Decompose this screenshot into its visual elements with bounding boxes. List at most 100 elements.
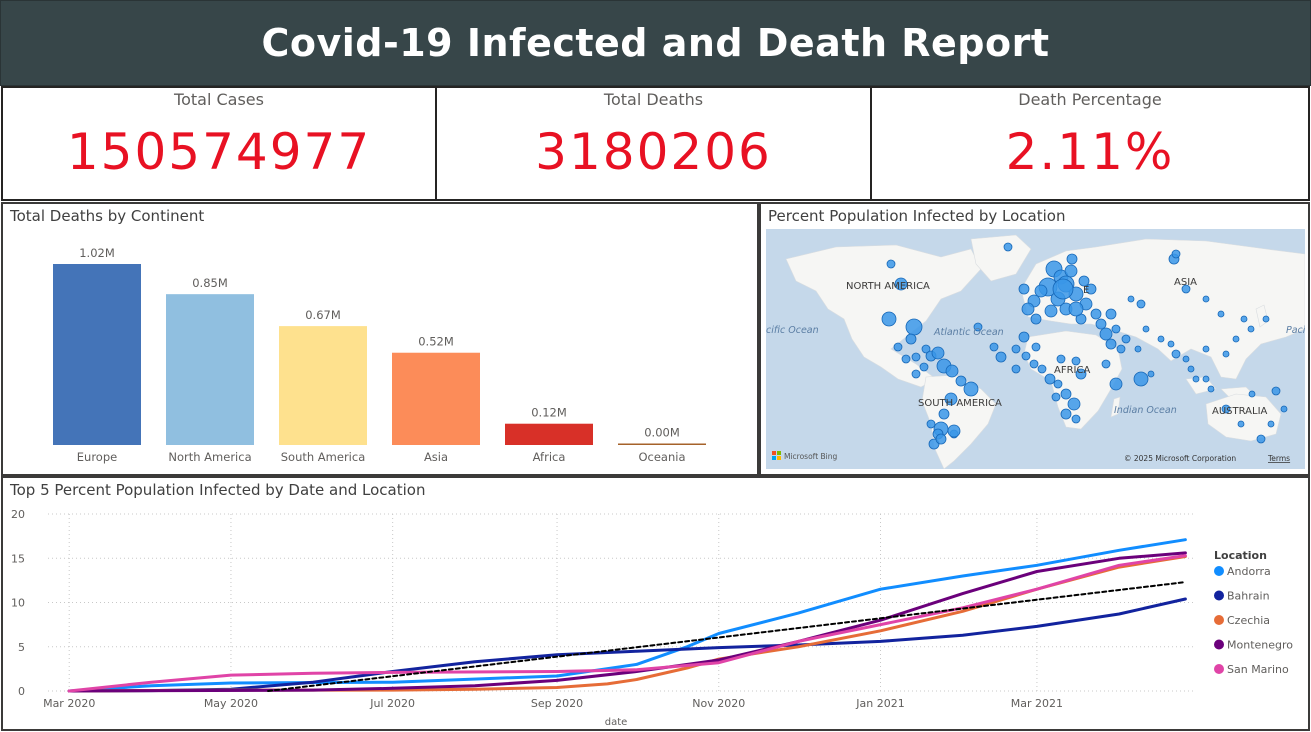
map-bubble[interactable] xyxy=(1060,408,1072,420)
bar-asia[interactable] xyxy=(392,352,480,445)
map-bubble[interactable] xyxy=(1105,338,1117,350)
map-bubble[interactable] xyxy=(905,318,923,336)
map-bubble[interactable] xyxy=(1167,340,1175,348)
map-bubble[interactable] xyxy=(905,333,917,345)
map-bubble[interactable] xyxy=(1052,278,1074,300)
map-canvas[interactable]: NORTH AMERICA SOUTH AMERICA ASIA AFRICA … xyxy=(766,229,1305,469)
map-bubble[interactable] xyxy=(989,342,999,352)
map-panel[interactable]: Percent Population Infected by Location xyxy=(759,202,1310,476)
map-bubble[interactable] xyxy=(1099,327,1113,341)
map-bubble[interactable] xyxy=(1267,420,1275,428)
map-bubble[interactable] xyxy=(1067,397,1081,411)
map-bubble[interactable] xyxy=(1262,315,1270,323)
kpi-card-total-cases[interactable]: Total Cases 150574977 xyxy=(1,86,437,201)
map-bubble[interactable] xyxy=(945,364,959,378)
map-bubble[interactable] xyxy=(1182,355,1190,363)
map-bubble[interactable] xyxy=(973,322,983,332)
bar-north-america[interactable] xyxy=(166,294,254,445)
map-bubble[interactable] xyxy=(1237,420,1245,428)
map-bubble[interactable] xyxy=(1202,295,1210,303)
map-bubble[interactable] xyxy=(1136,299,1146,309)
map-bubble[interactable] xyxy=(1248,390,1256,398)
map-bubble[interactable] xyxy=(1207,385,1215,393)
map-bubble[interactable] xyxy=(1011,344,1021,354)
map-bubble[interactable] xyxy=(1030,313,1042,325)
map-bubble[interactable] xyxy=(894,277,908,291)
map-bubble[interactable] xyxy=(1044,304,1058,318)
map-bubble[interactable] xyxy=(944,392,958,406)
map-bubble[interactable] xyxy=(1256,434,1266,444)
map-bubble[interactable] xyxy=(1066,253,1078,265)
map-bubble[interactable] xyxy=(886,259,896,269)
kpi-card-total-deaths[interactable]: Total Deaths 3180206 xyxy=(435,86,872,201)
map-bubble[interactable] xyxy=(1157,335,1165,343)
map-bubble[interactable] xyxy=(1192,375,1200,383)
map-bubbles[interactable] xyxy=(881,242,1288,450)
line-chart-panel[interactable]: Top 5 Percent Population Infected by Dat… xyxy=(1,476,1310,731)
map-bubble[interactable] xyxy=(1171,249,1181,259)
map-bubble[interactable] xyxy=(1202,375,1210,383)
legend-marker[interactable] xyxy=(1214,590,1224,601)
map-bubble[interactable] xyxy=(1078,275,1090,287)
map-bubble[interactable] xyxy=(1111,324,1121,334)
legend-marker[interactable] xyxy=(1214,664,1224,674)
map-bubble[interactable] xyxy=(926,419,936,429)
map-bubble[interactable] xyxy=(1003,242,1013,252)
map-bubble[interactable] xyxy=(1031,342,1041,352)
map-bubble[interactable] xyxy=(1187,365,1195,373)
trend-line[interactable] xyxy=(267,581,1187,692)
map-bubble[interactable] xyxy=(947,424,961,438)
map-bubble[interactable] xyxy=(911,369,921,379)
map-bubble[interactable] xyxy=(1018,331,1030,343)
map-bubble[interactable] xyxy=(1021,351,1031,361)
map-bubble[interactable] xyxy=(1056,354,1066,364)
map-bubble[interactable] xyxy=(1240,315,1248,323)
map-bubble[interactable] xyxy=(1011,364,1021,374)
map-bubble[interactable] xyxy=(1221,404,1231,414)
map-bubble[interactable] xyxy=(1181,284,1191,294)
map-bubble[interactable] xyxy=(1222,350,1230,358)
world-map[interactable]: NORTH AMERICA SOUTH AMERICA ASIA AFRICA … xyxy=(766,229,1305,469)
map-bubble[interactable] xyxy=(1142,325,1150,333)
map-bubble[interactable] xyxy=(1029,359,1039,369)
map-bubble[interactable] xyxy=(1133,371,1149,387)
map-bubble[interactable] xyxy=(881,311,897,327)
series-line-andorra[interactable] xyxy=(67,538,1187,693)
map-bubble[interactable] xyxy=(1147,370,1155,378)
map-bubble[interactable] xyxy=(1060,388,1072,400)
map-bubble[interactable] xyxy=(1068,301,1084,317)
map-bubble[interactable] xyxy=(1171,349,1181,359)
map-bubble[interactable] xyxy=(1109,377,1123,391)
legend-item-montenegro[interactable]: Montenegro xyxy=(1227,639,1293,652)
map-bubble[interactable] xyxy=(995,351,1007,363)
series-line-san-marino[interactable] xyxy=(67,554,1187,693)
series-line-montenegro[interactable] xyxy=(67,551,1187,693)
map-bubble[interactable] xyxy=(938,408,950,420)
legend-item-san-marino[interactable]: San Marino xyxy=(1227,663,1289,676)
map-bubble[interactable] xyxy=(1247,325,1255,333)
map-bubble[interactable] xyxy=(1271,386,1281,396)
map-bubble[interactable] xyxy=(1232,335,1240,343)
map-bubble[interactable] xyxy=(911,352,921,362)
map-bubble[interactable] xyxy=(1095,318,1107,330)
legend-item-czechia[interactable]: Czechia xyxy=(1227,614,1270,627)
map-bubble[interactable] xyxy=(1105,308,1117,320)
map-bubble[interactable] xyxy=(1121,334,1131,344)
legend-marker[interactable] xyxy=(1214,615,1224,625)
map-bubble[interactable] xyxy=(1280,405,1288,413)
map-bubble[interactable] xyxy=(1127,295,1135,303)
bar-europe[interactable] xyxy=(53,264,141,445)
map-bubble[interactable] xyxy=(955,375,967,387)
map-bubble[interactable] xyxy=(1085,283,1097,295)
map-bubble[interactable] xyxy=(1134,345,1142,353)
map-bubble[interactable] xyxy=(1018,283,1030,295)
bar-oceania[interactable] xyxy=(618,443,706,446)
map-bubble[interactable] xyxy=(921,344,931,354)
map-terms-link[interactable]: Terms xyxy=(1267,454,1290,463)
map-bubble[interactable] xyxy=(1116,344,1126,354)
map-bubble[interactable] xyxy=(893,342,903,352)
map-bubble[interactable] xyxy=(1064,264,1078,278)
legend-item-bahrain[interactable]: Bahrain xyxy=(1227,590,1270,603)
map-bubble[interactable] xyxy=(1101,359,1111,369)
bar-africa[interactable] xyxy=(505,423,593,445)
